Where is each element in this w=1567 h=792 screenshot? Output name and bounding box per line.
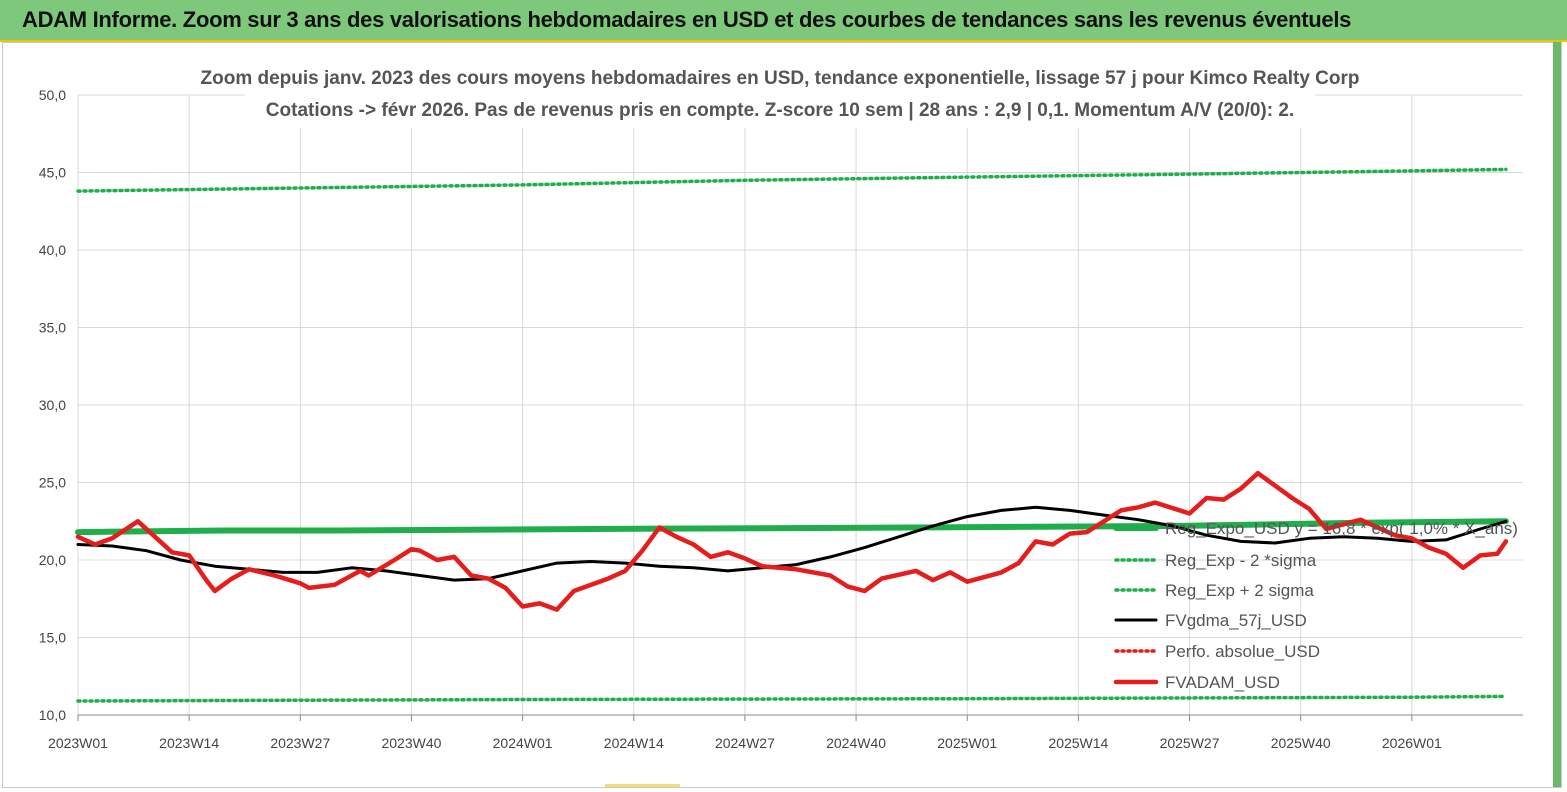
chart-title: Zoom depuis janv. 2023 des cours moyens … — [201, 68, 1360, 89]
y-tick-label: 35,0 — [39, 320, 66, 336]
y-tick-label: 50,0 — [39, 87, 66, 103]
y-tick-label: 45,0 — [39, 165, 66, 181]
y-tick-label: 15,0 — [39, 630, 66, 646]
legend-label: Reg_Expo_USD y = 16,8 * exp( 1,0% * X_an… — [1165, 519, 1518, 538]
legend-label: Perfo. absolue_USD — [1165, 642, 1320, 661]
legend-label: FVADAM_USD — [1165, 673, 1280, 692]
y-tick-label: 25,0 — [39, 475, 66, 491]
x-tick-label: 2024W01 — [493, 735, 553, 751]
series-line — [76, 694, 1508, 703]
legend-label: Reg_Exp - 2 *sigma — [1165, 551, 1317, 570]
x-tick-label: 2023W40 — [381, 735, 441, 751]
x-tick-label: 2025W40 — [1271, 735, 1331, 751]
x-tick-label: 2023W01 — [48, 735, 108, 751]
series-line — [76, 167, 1508, 193]
x-tick-label: 2026W01 — [1382, 735, 1442, 751]
x-tick-label: 2023W14 — [159, 735, 219, 751]
x-tick-label: 2025W01 — [937, 735, 997, 751]
legend-label: Reg_Exp + 2 sigma — [1165, 581, 1314, 600]
title-backdrop — [245, 62, 1315, 128]
x-tick-label: 2024W40 — [826, 735, 886, 751]
y-tick-label: 30,0 — [39, 397, 66, 413]
y-tick-label: 20,0 — [39, 552, 66, 568]
x-tick-label: 2024W14 — [604, 735, 664, 751]
x-tick-label: 2024W27 — [715, 735, 775, 751]
series-line — [75, 470, 1509, 612]
report-banner: ADAM Informe. Zoom sur 3 ans des valoris… — [0, 0, 1567, 42]
chart-frame — [2, 42, 1562, 788]
y-tick-label: 10,0 — [39, 707, 66, 723]
legend-label: FVgdma_57j_USD — [1165, 611, 1307, 630]
chart-subtitle: Cotations -> févr 2026. Pas de revenus p… — [266, 100, 1294, 121]
series-line — [76, 505, 1508, 582]
right-accent-bar — [1553, 42, 1561, 787]
x-tick-label: 2025W14 — [1048, 735, 1108, 751]
x-tick-label: 2025W27 — [1160, 735, 1220, 751]
bottom-accent — [605, 784, 680, 787]
y-tick-label: 40,0 — [39, 242, 66, 258]
report-title: ADAM Informe. Zoom sur 3 ans des valoris… — [22, 7, 1352, 32]
x-tick-label: 2023W27 — [270, 735, 330, 751]
series-line — [75, 518, 1509, 536]
